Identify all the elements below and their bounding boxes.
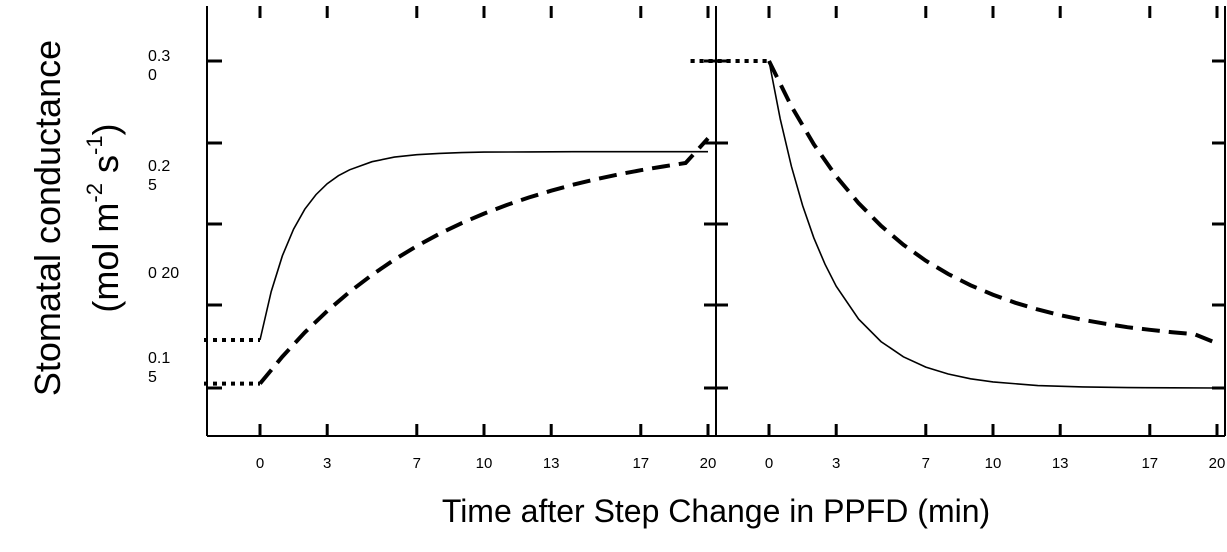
y-tick-label-line: 0 20 [148,265,179,282]
series-line-dashed [767,60,1218,346]
y-tick-label-line: 0 [148,67,157,84]
y-axis-label-prefix: (mol m [85,203,126,313]
x-tick-labels: 0 3 7 10 13 17 20 0 3 7 10 13 17 20 [256,455,1226,472]
y-tick-label-line: 0.3 [148,48,170,65]
x-tick-label: 7 [922,455,930,472]
y-axis-label-line1: Stomatal conductance [27,40,68,396]
plot-panels [206,6,1226,437]
x-tick-label: 3 [323,455,331,472]
y-tick-label-line: 5 [148,177,157,194]
series-line-solid [768,60,1218,389]
y-axis-label-sup1: -2 [82,183,107,203]
x-axis-label: Time after Step Change in PPFD (min) [442,493,990,529]
x-tick-label: 17 [632,455,649,472]
series-line-dashed [258,137,710,385]
x-tick-label: 20 [700,455,717,472]
x-tick-label: 20 [1209,455,1226,472]
y-tick-labels: 0.3 00.2 50 200.1 5 [148,48,179,386]
x-tick-label: 0 [256,455,264,472]
x-tick-label: 3 [832,455,840,472]
series-lines [204,59,1218,389]
series-line-solid [259,150,708,341]
x-tick-label: 0 [765,455,773,472]
x-tick-label: 10 [985,455,1002,472]
y-axis-label-line2: (mol m-2 s-1) [82,123,126,312]
y-axis-label-suffix: ) [85,123,126,135]
x-tick-label: 17 [1141,455,1158,472]
y-axis-label-middle: s [85,155,126,183]
y-axis-label: Stomatal conductance (mol m-2 s-1) [27,40,126,396]
y-tick-label: 0.2 5 [148,158,170,194]
y-tick-label-line: 5 [148,369,157,386]
x-tick-label: 10 [476,455,493,472]
y-axis-label-sup2: -1 [82,135,107,155]
y-tick-label-line: 0.1 [148,350,170,367]
y-tick-label: 0 20 [148,265,179,282]
y-tick-label: 0.1 5 [148,350,170,386]
y-tick-label-line: 0.2 [148,158,170,175]
x-tick-label: 13 [543,455,560,472]
x-tick-label: 7 [413,455,421,472]
x-tick-label: 13 [1052,455,1069,472]
y-tick-label: 0.3 0 [148,48,170,84]
axis-ticks [207,6,1225,436]
